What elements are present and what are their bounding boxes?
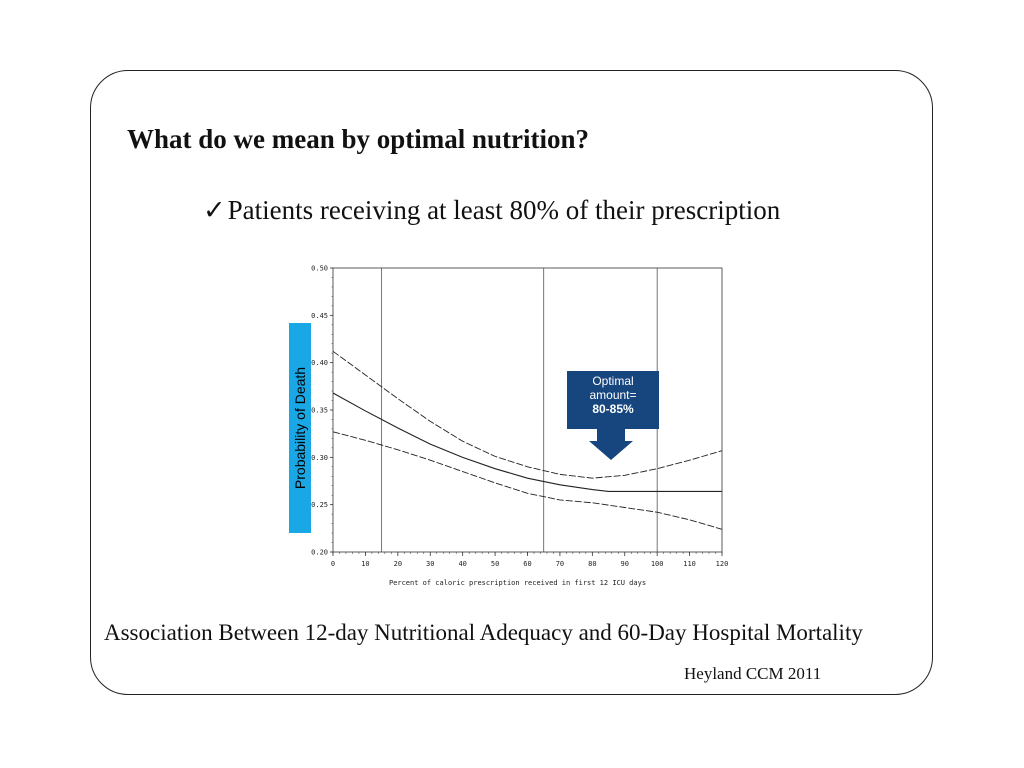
slide-caption: Association Between 12-day Nutritional A… [104,620,863,645]
x-tick-label: 100 [651,560,664,568]
y-tick-label: 0.35 [311,407,328,415]
checkmark-icon: ✓ [203,195,226,225]
x-tick-label: 90 [621,560,629,568]
bullet-text: Patients receiving at least 80% of their… [227,195,781,225]
y-axis-title-box: Probability of Death [289,323,311,533]
x-tick-label: 50 [491,560,499,568]
x-tick-label: 0 [331,560,335,568]
callout-box [567,371,659,429]
y-tick-label: 0.40 [311,359,328,367]
callout-text-line: 80-85% [592,402,634,416]
y-tick-label: 0.30 [311,454,328,462]
slide-frame [90,70,933,695]
plot-area-frame [332,267,723,553]
x-tick-label: 10 [361,560,369,568]
x-tick-label: 60 [523,560,531,568]
y-tick-label: 0.50 [311,265,328,273]
down-arrow-icon [589,429,633,460]
confidence-bound-line [332,431,723,530]
y-tick-label: 0.25 [311,501,328,509]
callout-text-line: Optimal [592,374,633,388]
y-axis-title-background [289,323,311,533]
bullet-point: ✓Patients receiving at least 80% of thei… [203,195,780,226]
slide-title: What do we mean by optimal nutrition? [127,124,590,154]
x-tick-label: 40 [458,560,466,568]
citation: Heyland CCM 2011 [684,664,822,683]
x-tick-label: 70 [556,560,564,568]
x-tick-label: 80 [588,560,596,568]
y-tick-label: 0.20 [311,549,328,557]
x-axis-title: Percent of caloric prescription received… [389,579,646,587]
callout-text-line: amount= [589,388,636,402]
confidence-bound-line [332,350,723,479]
x-tick-label: 120 [716,560,729,568]
y-tick-label: 0.45 [311,312,328,320]
x-tick-label: 30 [426,560,434,568]
y-axis-title: Probability of Death [292,367,308,489]
x-tick-label: 110 [683,560,696,568]
estimate-line [332,392,722,492]
x-tick-label: 20 [394,560,402,568]
